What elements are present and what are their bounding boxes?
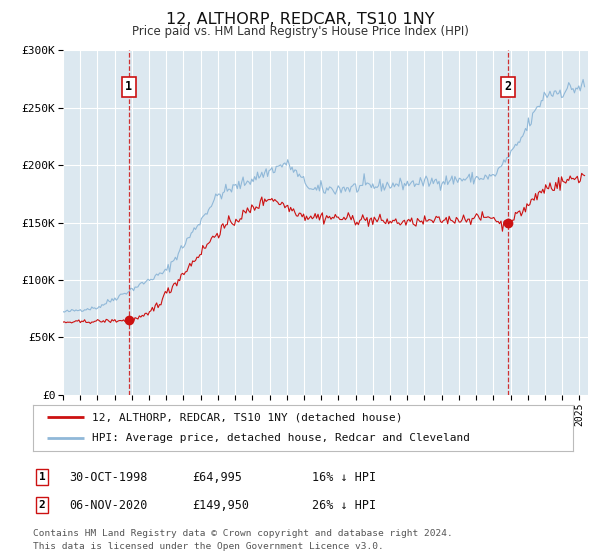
- Text: 30-OCT-1998: 30-OCT-1998: [69, 470, 148, 484]
- Text: 26% ↓ HPI: 26% ↓ HPI: [312, 498, 376, 512]
- Text: £64,995: £64,995: [192, 470, 242, 484]
- Text: Contains HM Land Registry data © Crown copyright and database right 2024.
This d: Contains HM Land Registry data © Crown c…: [33, 529, 453, 550]
- Text: HPI: Average price, detached house, Redcar and Cleveland: HPI: Average price, detached house, Redc…: [92, 433, 470, 444]
- Text: 1: 1: [125, 80, 133, 93]
- Text: 12, ALTHORP, REDCAR, TS10 1NY: 12, ALTHORP, REDCAR, TS10 1NY: [166, 12, 434, 27]
- Text: 1: 1: [38, 472, 46, 482]
- Text: 06-NOV-2020: 06-NOV-2020: [69, 498, 148, 512]
- Text: £149,950: £149,950: [192, 498, 249, 512]
- Text: 12, ALTHORP, REDCAR, TS10 1NY (detached house): 12, ALTHORP, REDCAR, TS10 1NY (detached …: [92, 412, 403, 422]
- Text: 16% ↓ HPI: 16% ↓ HPI: [312, 470, 376, 484]
- Text: 2: 2: [38, 500, 46, 510]
- Text: 2: 2: [504, 80, 511, 93]
- Text: Price paid vs. HM Land Registry's House Price Index (HPI): Price paid vs. HM Land Registry's House …: [131, 25, 469, 38]
